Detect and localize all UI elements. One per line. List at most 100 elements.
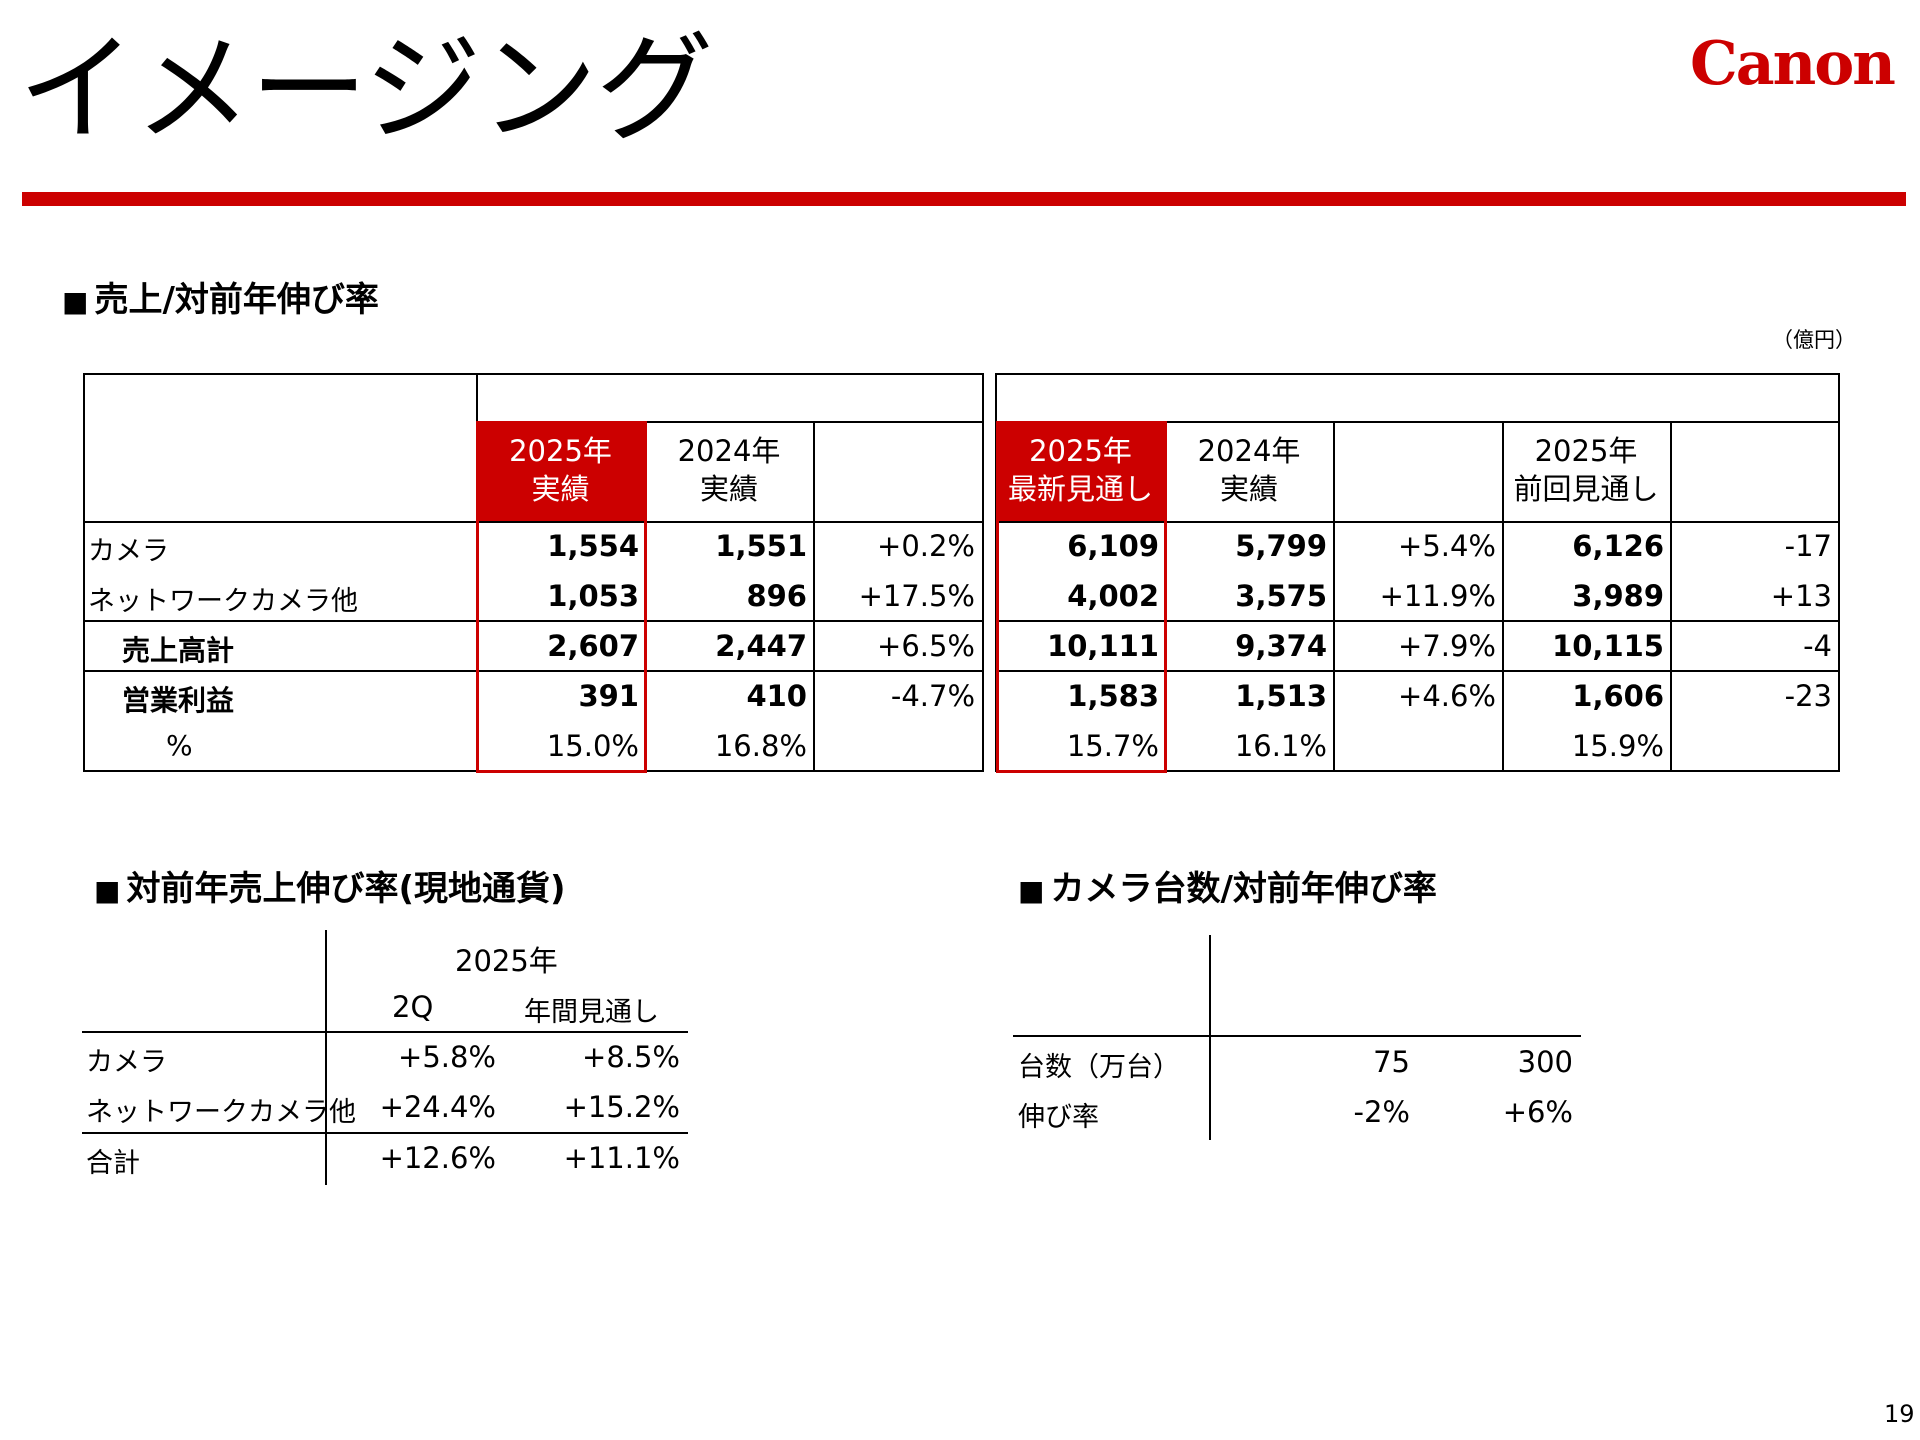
header-line: 実績 (1219, 472, 1278, 506)
cell: 1,606 (1572, 679, 1664, 713)
row-label-percent: % (166, 729, 193, 762)
cell: 2,607 (547, 629, 639, 663)
header-line: 前回見通し (1513, 472, 1659, 506)
cell: 16.8% (714, 729, 807, 763)
cell: -4.7% (890, 679, 975, 713)
cell: 1,513 (1235, 679, 1327, 713)
highlight-column-2025-actual (476, 421, 647, 773)
cell: 3,575 (1235, 579, 1327, 613)
cell: 10,115 (1552, 629, 1664, 663)
header-line: 2025年 (1029, 434, 1132, 468)
grid-line (82, 1132, 688, 1134)
header-line: 2025年 (509, 434, 612, 468)
square-bullet-icon: ■ (1018, 874, 1045, 907)
row-label-operating-profit: 営業利益 (122, 684, 235, 717)
cell: +17.5% (858, 579, 975, 613)
highlight-column-2025-forecast (996, 421, 1167, 773)
row-label-units: 台数（万台） (1018, 1052, 1180, 1083)
unit-label: （億円） (1772, 328, 1856, 352)
cell: +15.2% (563, 1090, 680, 1124)
cell: 15.7% (1066, 729, 1159, 763)
cell: +4.6% (1398, 679, 1496, 713)
cell: 410 (746, 679, 807, 713)
cell: 896 (746, 579, 807, 613)
row-label-camera: カメラ (86, 1047, 167, 1078)
page-number: 19 (1884, 1400, 1915, 1428)
year-header: 2025年 (455, 944, 558, 978)
cell: -17 (1784, 529, 1832, 563)
camera-units-heading: ■ カメラ台数/対前年伸び率 (1018, 872, 1437, 906)
cell: +5.4% (1398, 529, 1496, 563)
grid-line (325, 930, 327, 1185)
cell: 2,447 (715, 629, 807, 663)
grid-line (1013, 1035, 1581, 1037)
cell: +0.2% (877, 529, 975, 563)
cell: 75 (1373, 1045, 1410, 1079)
cell: +6% (1502, 1095, 1573, 1129)
grid-line (995, 670, 1840, 672)
cell: 16.1% (1234, 729, 1327, 763)
col-header-2024-actual-2: 2024年 実績 (1165, 432, 1333, 508)
cell: 1,554 (547, 529, 639, 563)
cell: 4,002 (1067, 579, 1159, 613)
cell: +6.5% (877, 629, 975, 663)
cell: 6,109 (1067, 529, 1159, 563)
title-divider (22, 192, 1906, 206)
cell: +11.1% (563, 1141, 680, 1175)
row-label-camera: カメラ (88, 536, 169, 567)
grid-line (83, 670, 984, 672)
cell: 15.9% (1571, 729, 1664, 763)
grid-line (1502, 422, 1504, 772)
header-line: 2025年 (1534, 434, 1638, 468)
cell: +24.4% (379, 1090, 496, 1124)
grid-line (996, 421, 1840, 423)
col-header-2024-actual: 2024年 実績 (645, 432, 813, 508)
grid-line (1333, 422, 1335, 772)
header-line: 実績 (699, 472, 758, 506)
row-label-total-sales: 売上高計 (122, 634, 235, 667)
sales-heading: ■ 売上/対前年伸び率 (62, 283, 379, 317)
cell: +12.6% (379, 1141, 496, 1175)
local-currency-heading-text: 対前年売上伸び率(現地通貨) (126, 869, 566, 909)
cell: +8.5% (582, 1040, 680, 1074)
col-header-2025-latest-forecast: 2025年 最新見通し (996, 432, 1165, 508)
header-line: 2024年 (677, 434, 781, 468)
grid-line (813, 422, 815, 772)
row-label-network-camera: ネットワークカメラ他 (86, 1097, 356, 1128)
cell: -4 (1803, 629, 1832, 663)
row-label-total: 合計 (86, 1148, 140, 1179)
header-line: 2024年 (1197, 434, 1301, 468)
header-line: 実績 (531, 472, 590, 506)
col-header-annual-forecast: 年間見通し (524, 997, 659, 1028)
header-highlight-2025-actual (476, 422, 645, 522)
col-header-2q: 2Q (392, 990, 434, 1024)
cell: 5,799 (1235, 529, 1327, 563)
grid-line (83, 521, 984, 523)
cell: +11.9% (1379, 579, 1496, 613)
cell: 3,989 (1572, 579, 1664, 613)
header-line: 最新見通し (1007, 472, 1153, 506)
square-bullet-icon: ■ (94, 874, 121, 907)
cell: +13 (1770, 579, 1832, 613)
grid-line (83, 620, 984, 622)
square-bullet-icon: ■ (62, 285, 89, 318)
canon-logo: Canon (1690, 29, 1896, 99)
cell: 15.0% (546, 729, 639, 763)
cell: 6,126 (1572, 529, 1664, 563)
cell: +7.9% (1398, 629, 1496, 663)
page-title: イメージング (18, 20, 714, 158)
grid-line (995, 620, 1840, 622)
cell: 9,374 (1235, 629, 1327, 663)
grid-line (1209, 935, 1211, 1140)
header-highlight-2025-forecast (996, 422, 1165, 522)
col-header-2025-actual: 2025年 実績 (476, 432, 645, 508)
grid-line (82, 1031, 688, 1033)
sales-heading-text: 売上/対前年伸び率 (94, 280, 379, 320)
cell: 391 (578, 679, 639, 713)
cell: 1,551 (715, 529, 807, 563)
row-label-growth: 伸び率 (1018, 1102, 1099, 1133)
local-currency-heading: ■ 対前年売上伸び率(現地通貨) (94, 872, 566, 906)
cell: +5.8% (398, 1040, 496, 1074)
grid-line (1670, 422, 1672, 772)
camera-units-heading-text: カメラ台数/対前年伸び率 (1050, 869, 1437, 909)
